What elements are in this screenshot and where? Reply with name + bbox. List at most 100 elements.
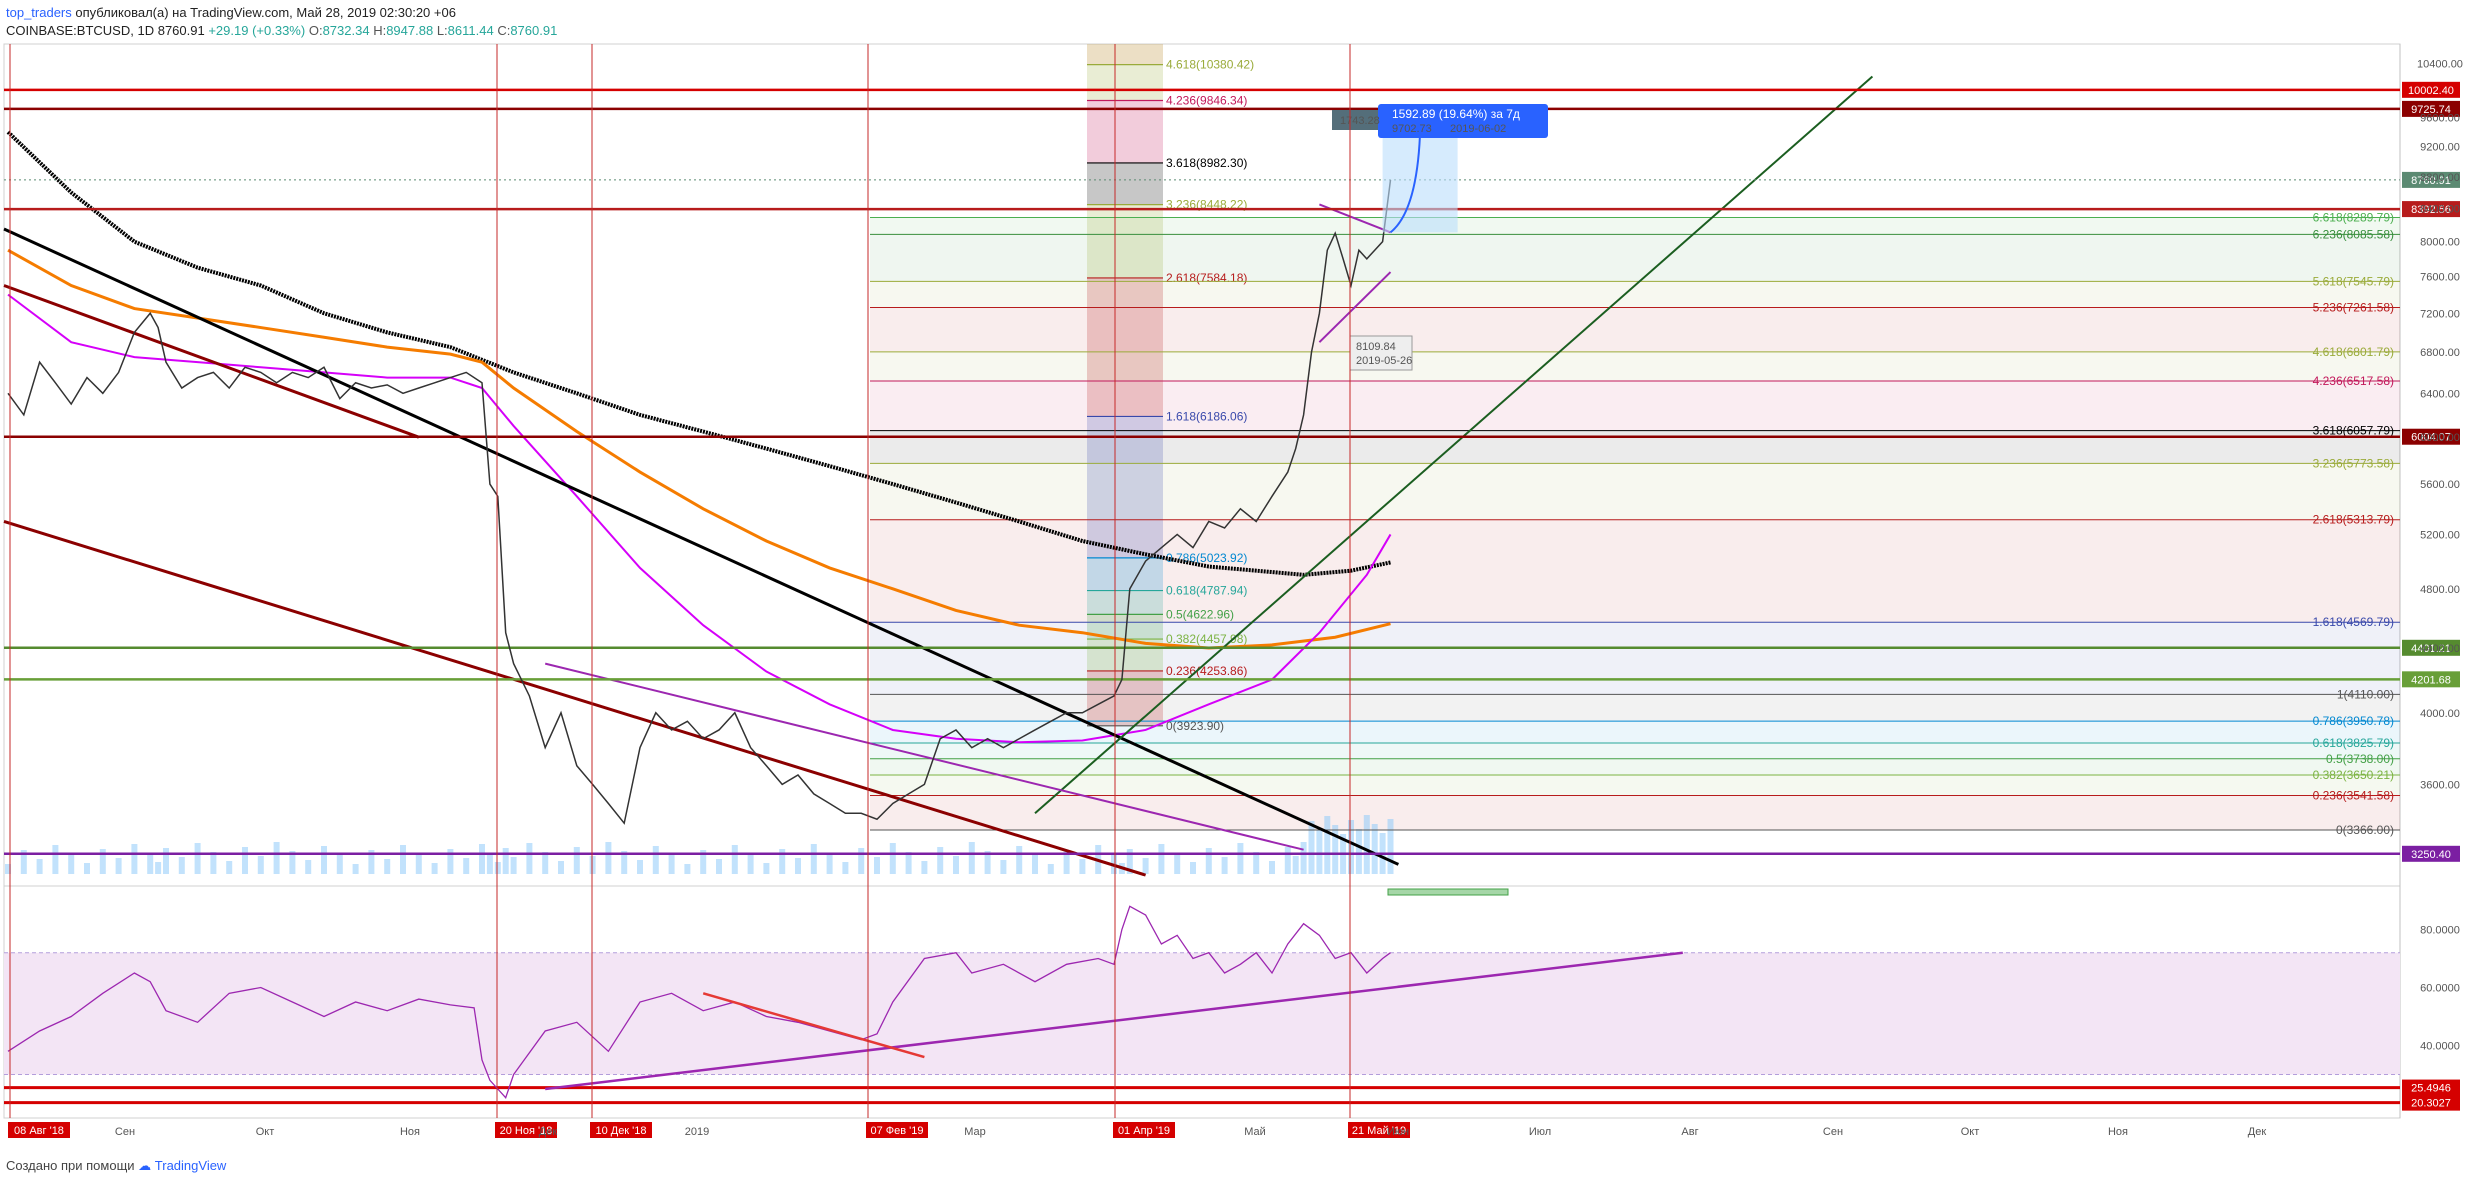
rsi-level-tag	[2402, 1079, 2460, 1096]
open-label: O:	[308, 23, 323, 38]
month-label: Сен	[115, 1126, 135, 1138]
fib-left-top-zone	[1087, 44, 1163, 65]
volume-bar	[1308, 821, 1315, 874]
price-tick-label: 7600.00	[2420, 272, 2460, 284]
projection-sub-price: 9702.73	[1392, 123, 1432, 135]
fib-right-zone	[870, 743, 2400, 759]
time-range-marker	[1387, 888, 1509, 896]
month-label: Июн	[1387, 1126, 1409, 1138]
volume-bar	[226, 861, 233, 874]
fib-right-zone	[870, 622, 2400, 695]
price-tick-label: 6000.00	[2420, 432, 2460, 444]
fib-right-label: 4.618(6801.79)	[2313, 345, 2394, 359]
date-marker-text: 01 Апр '19	[1118, 1125, 1170, 1137]
month-label: Ноя	[2108, 1126, 2128, 1138]
fib-right-zone	[870, 234, 2400, 282]
rsi-band	[4, 952, 2400, 1075]
fib-right-zone	[870, 463, 2400, 520]
fib-right-label: 5.236(7261.58)	[2313, 300, 2394, 314]
volume-bar	[589, 856, 596, 874]
month-label: Авг	[1681, 1126, 1698, 1138]
rsi-tick-label: 80.0000	[2420, 925, 2460, 937]
volume-bar	[1324, 816, 1331, 874]
tradingview-logo-icon: ☁	[138, 1158, 152, 1173]
volume-bar	[479, 844, 485, 874]
volume-bar	[1205, 848, 1212, 874]
volume-bar	[558, 861, 564, 874]
volume-bar	[1032, 855, 1038, 874]
volume-bar	[447, 849, 454, 874]
volume-bar	[1126, 849, 1133, 874]
marker-price-text: 8109.84	[1356, 341, 1396, 353]
price-tick-label: 3600.00	[2420, 779, 2460, 791]
close-value: 8760.91	[510, 23, 558, 38]
symbol-line: COINBASE:BTCUSD, 1D 8760.91 +29.19 (+0.3…	[6, 22, 557, 40]
volume-bar	[463, 858, 470, 874]
volume-bar	[889, 843, 896, 874]
volume-bar	[542, 852, 549, 874]
date-marker-tag	[8, 1122, 70, 1138]
volume-bar	[99, 849, 106, 874]
volume-bar	[1363, 815, 1370, 874]
volume-bar	[155, 862, 162, 874]
volume-bar	[131, 844, 138, 874]
footer-brand-link[interactable]: TradingView	[154, 1158, 227, 1173]
volume-bar	[1253, 852, 1260, 874]
price-tick-label: 4400.00	[2420, 643, 2460, 655]
volume-bar	[1387, 819, 1394, 874]
price-change: +29.19 (+0.33%)	[208, 23, 306, 38]
volume-bar	[52, 845, 59, 874]
high-label: H:	[373, 23, 387, 38]
volume-bar	[194, 843, 201, 874]
close-label: C:	[497, 23, 511, 38]
volume-bar	[1221, 857, 1228, 874]
price-tag	[2402, 171, 2460, 188]
price-tag	[2402, 428, 2460, 445]
price-tick-label: 5200.00	[2420, 529, 2460, 541]
volume-bar	[384, 859, 391, 874]
fib-left-zone	[1087, 204, 1163, 278]
volume-bar	[415, 854, 422, 874]
volume-bar	[163, 848, 169, 874]
price-tag	[2402, 671, 2460, 688]
author-link[interactable]: top_traders	[6, 5, 72, 20]
high-value: 8947.88	[386, 23, 434, 38]
month-label: Сен	[1823, 1126, 1843, 1138]
volume-bar	[178, 857, 185, 874]
resistance-line	[3, 284, 420, 439]
rsi-tick-label: 60.0000	[2420, 983, 2460, 995]
fib-left-label: 0.618(4787.94)	[1166, 584, 1247, 598]
rsi-line	[7, 905, 1391, 1099]
rsi-trendline	[545, 951, 1683, 1091]
fib-right-label: 0.382(3650.21)	[2313, 768, 2394, 782]
price-tick-label: 6800.00	[2420, 347, 2460, 359]
fib-right-label: 3.236(5773.58)	[2313, 456, 2394, 470]
chart-header: top_traders опубликовал(а) на TradingVie…	[6, 4, 557, 40]
volume-bar	[1190, 862, 1196, 874]
price-tag-text: 4401.21	[2411, 643, 2451, 655]
fib-left-zone	[1087, 162, 1163, 205]
volume-bar	[1142, 858, 1149, 874]
fib-right-label: 0.5(3738.00)	[2326, 752, 2394, 766]
price-tag	[2402, 201, 2460, 218]
volume-bar	[68, 854, 75, 874]
fib-left-zone	[1087, 100, 1163, 163]
volume-bar	[953, 856, 959, 874]
date-marker-tag	[590, 1122, 652, 1138]
price-tick-label: 7200.00	[2420, 308, 2460, 320]
month-label: Окт	[256, 1126, 275, 1138]
volume-bar	[336, 855, 343, 874]
price-tag-text: 10002.40	[2408, 85, 2454, 97]
volume-bar	[747, 854, 754, 874]
price-tag-text: 6004.07	[2411, 432, 2451, 444]
footer: Создано при помощи ☁ TradingView	[6, 1158, 226, 1174]
fib-left-zone	[1087, 416, 1163, 558]
publish-line: top_traders опубликовал(а) на TradingVie…	[6, 4, 557, 22]
price-tick-label: 5600.00	[2420, 479, 2460, 491]
volume-bar	[115, 858, 122, 874]
price-tick-label: 4000.00	[2420, 708, 2460, 720]
volume-bar	[210, 852, 217, 874]
fib-right-label: 4.236(6517.58)	[2313, 374, 2394, 388]
volume-bar	[921, 861, 928, 874]
